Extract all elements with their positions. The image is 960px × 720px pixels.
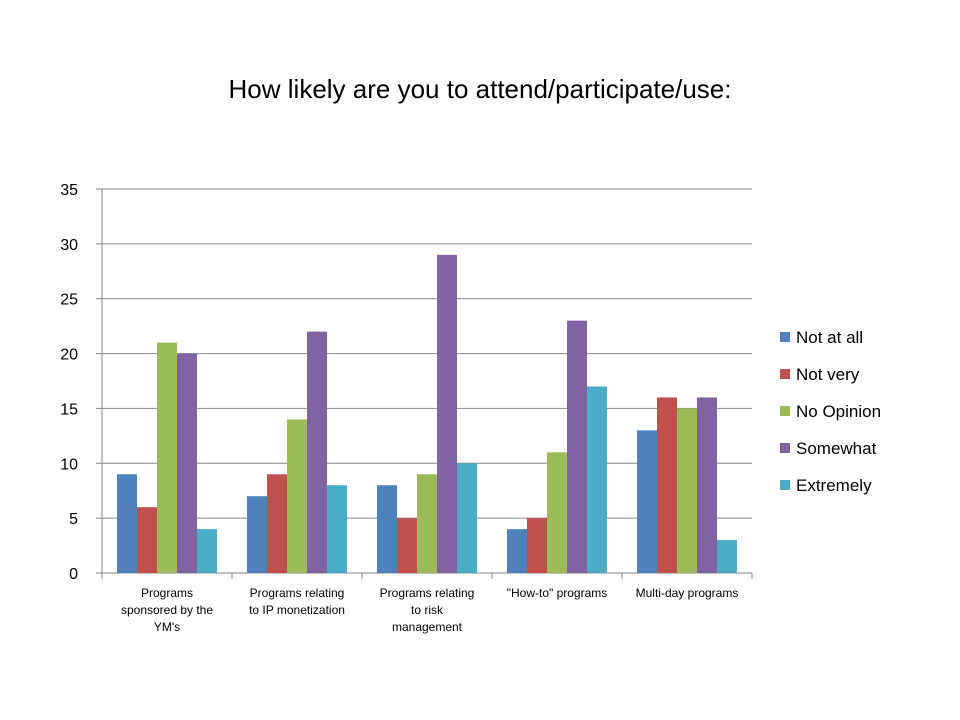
bar-no-opinion (287, 419, 307, 573)
bar-not-at-all (507, 529, 527, 573)
y-tick-label: 0 (69, 566, 78, 583)
y-tick-label: 35 (60, 182, 78, 199)
legend-label: Not at all (796, 328, 863, 347)
bar-extremely (197, 529, 217, 573)
y-tick-label: 5 (69, 511, 78, 528)
bar-somewhat (567, 320, 587, 573)
y-tick-label: 10 (60, 456, 78, 473)
legend-swatch (780, 443, 790, 453)
bar-no-opinion (547, 452, 567, 573)
legend-swatch (780, 480, 790, 490)
bar-not-at-all (637, 430, 657, 573)
bar-not-at-all (377, 485, 397, 573)
legend-label: Extremely (796, 476, 872, 495)
bar-not-at-all (117, 474, 137, 573)
legend-label: Not very (796, 365, 860, 384)
y-tick-label: 30 (60, 237, 78, 254)
bar-not-at-all (247, 496, 267, 573)
bars (117, 254, 737, 574)
bar-not-very (267, 474, 287, 573)
legend-label: Somewhat (796, 439, 877, 458)
bar-not-very (527, 518, 547, 573)
bar-somewhat (307, 331, 327, 573)
x-category-label: "How-to" programs (507, 586, 608, 600)
legend-swatch (780, 406, 790, 416)
gridlines (102, 188, 752, 519)
legend-swatch (780, 369, 790, 379)
bar-somewhat (177, 353, 197, 573)
chart-title: How likely are you to attend/participate… (228, 74, 732, 104)
bar-extremely (717, 540, 737, 573)
y-tick-label: 25 (60, 292, 78, 309)
legend-label: No Opinion (796, 402, 881, 421)
bar-no-opinion (157, 342, 177, 573)
bar-extremely (457, 463, 477, 573)
bar-not-very (657, 397, 677, 573)
bar-extremely (327, 485, 347, 573)
legend: Not at all Not very No Opinion Somewhat Extr… (780, 328, 881, 495)
x-category-label: Programs relating to risk management (380, 586, 475, 634)
x-category-label: Programs sponsored by the YM's (121, 586, 213, 634)
bar-not-very (397, 518, 417, 573)
legend-swatch (780, 332, 790, 342)
y-tick-label: 15 (60, 401, 78, 418)
bar-somewhat (437, 254, 457, 574)
axis-labels: 0 5 10 15 20 25 30 35 Programs sponsored by the YM… (60, 182, 738, 634)
y-tick-label: 20 (60, 347, 78, 364)
bar-extremely (587, 386, 607, 573)
x-category-label: Multi-day programs (636, 586, 739, 600)
bar-no-opinion (417, 474, 437, 573)
bar-not-very (137, 507, 157, 573)
x-category-label: Programs relating to IP monetization (249, 586, 345, 617)
bar-somewhat (697, 397, 717, 573)
bar-no-opinion (677, 408, 697, 573)
